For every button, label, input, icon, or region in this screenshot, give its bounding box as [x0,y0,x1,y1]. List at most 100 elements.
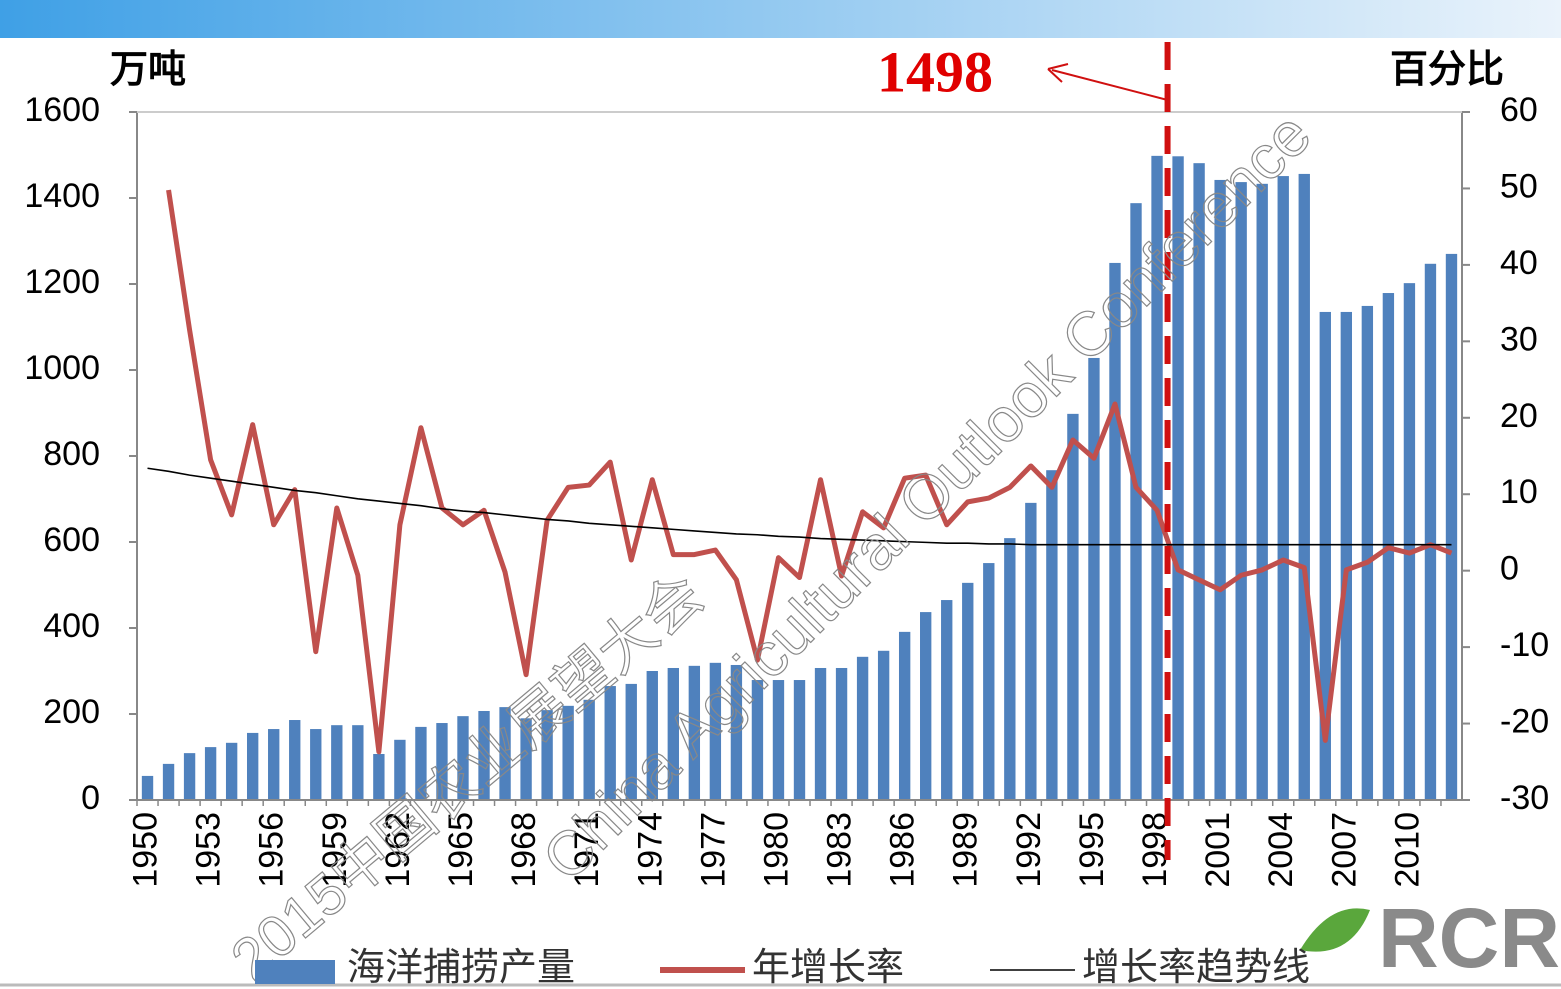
bar [541,710,553,800]
bar [373,753,385,800]
x-tick-label: 1989 [947,812,985,888]
bar [1403,283,1416,800]
x-tick-label: 2007 [1325,812,1363,888]
bar [1298,173,1310,801]
bar [1235,182,1247,801]
bar [856,656,869,800]
x-tick-label: 1995 [1073,812,1111,888]
peak-label: 1498 [877,39,993,104]
x-tick-label: 1971 [568,812,606,888]
x-tick-label: 1974 [631,812,669,888]
bar [646,671,658,800]
logo-leaf [1300,908,1370,952]
bar [562,705,574,800]
bar [1319,311,1331,800]
bar [1361,305,1374,800]
bar [183,753,196,800]
bar [520,718,532,800]
y-tick-label: 1400 [24,177,100,215]
legend-label: 增长率趋势线 [1082,947,1310,989]
bar [457,716,469,800]
bar [1046,470,1058,800]
bar [962,582,974,800]
x-tick-label: 1956 [253,812,291,888]
bar [751,680,764,800]
bar [1193,163,1205,801]
bar [877,650,890,800]
x-tick-label: 1953 [190,812,228,888]
bar [331,725,343,800]
header-band [0,0,1561,38]
x-tick-label: 1980 [757,812,795,888]
y-tick-label: 400 [43,607,100,645]
y-tick-label: 600 [43,521,100,559]
legend-swatch [255,960,335,984]
bar [793,680,806,800]
y2-tick-label: 10 [1500,473,1538,511]
bar [730,664,743,800]
bar [352,725,364,800]
y-tick-label: 1200 [24,263,100,301]
bar [436,723,448,800]
x-tick-label: 1983 [821,812,859,888]
bar [1088,357,1100,800]
y2-axis-label: 百分比 [1390,49,1504,91]
x-tick-label: 1959 [316,812,354,888]
bar [772,680,785,800]
bar [1256,183,1268,800]
bar [1424,263,1437,800]
y-tick-label: 1000 [24,349,100,387]
peak-arrow [1051,69,1168,101]
bar [941,600,953,800]
x-tick-label: 1968 [505,812,543,888]
bar [1340,311,1353,800]
x-tick-label: 2001 [1199,812,1237,888]
y2-tick-label: 40 [1500,244,1538,282]
x-tick-label: 1962 [379,812,417,888]
bar [898,631,911,800]
bar [1172,156,1184,801]
x-tick-label: 2004 [1262,812,1300,888]
bar [920,612,932,800]
bar [667,667,679,800]
bar [1151,155,1163,801]
x-tick-label: 1992 [1010,812,1048,888]
legend-label: 海洋捕捞产量 [347,947,575,989]
bar [289,720,301,800]
y2-tick-label: -10 [1500,626,1549,664]
bar [141,775,154,800]
bar [983,563,995,800]
bar [1445,253,1458,800]
bar [162,763,175,800]
y2-tick-label: 20 [1500,397,1538,435]
y-tick-label: 200 [43,693,100,731]
bar [1025,502,1037,800]
bar [394,739,406,800]
bar [625,683,637,800]
bar [310,729,322,800]
bar [583,699,595,800]
bar [246,732,259,800]
legend-label: 年增长率 [752,947,904,989]
bar [204,747,217,800]
bar [1067,413,1079,800]
peak-arrow-head [1047,63,1069,83]
bar [268,729,280,800]
y2-tick-label: -30 [1500,779,1549,817]
bar [499,707,511,800]
y-tick-label: 800 [43,435,100,473]
bar [478,710,490,800]
bar [688,665,701,800]
bar [835,667,848,800]
y-tick-label: 1600 [24,91,100,129]
bar [604,686,616,800]
trend-line [147,467,1452,546]
logo: RCR [1378,891,1560,985]
y-axis-label: 万吨 [110,49,186,91]
bar [709,662,722,800]
y2-tick-label: 30 [1500,320,1538,358]
bar [225,742,238,800]
bar [814,667,827,800]
